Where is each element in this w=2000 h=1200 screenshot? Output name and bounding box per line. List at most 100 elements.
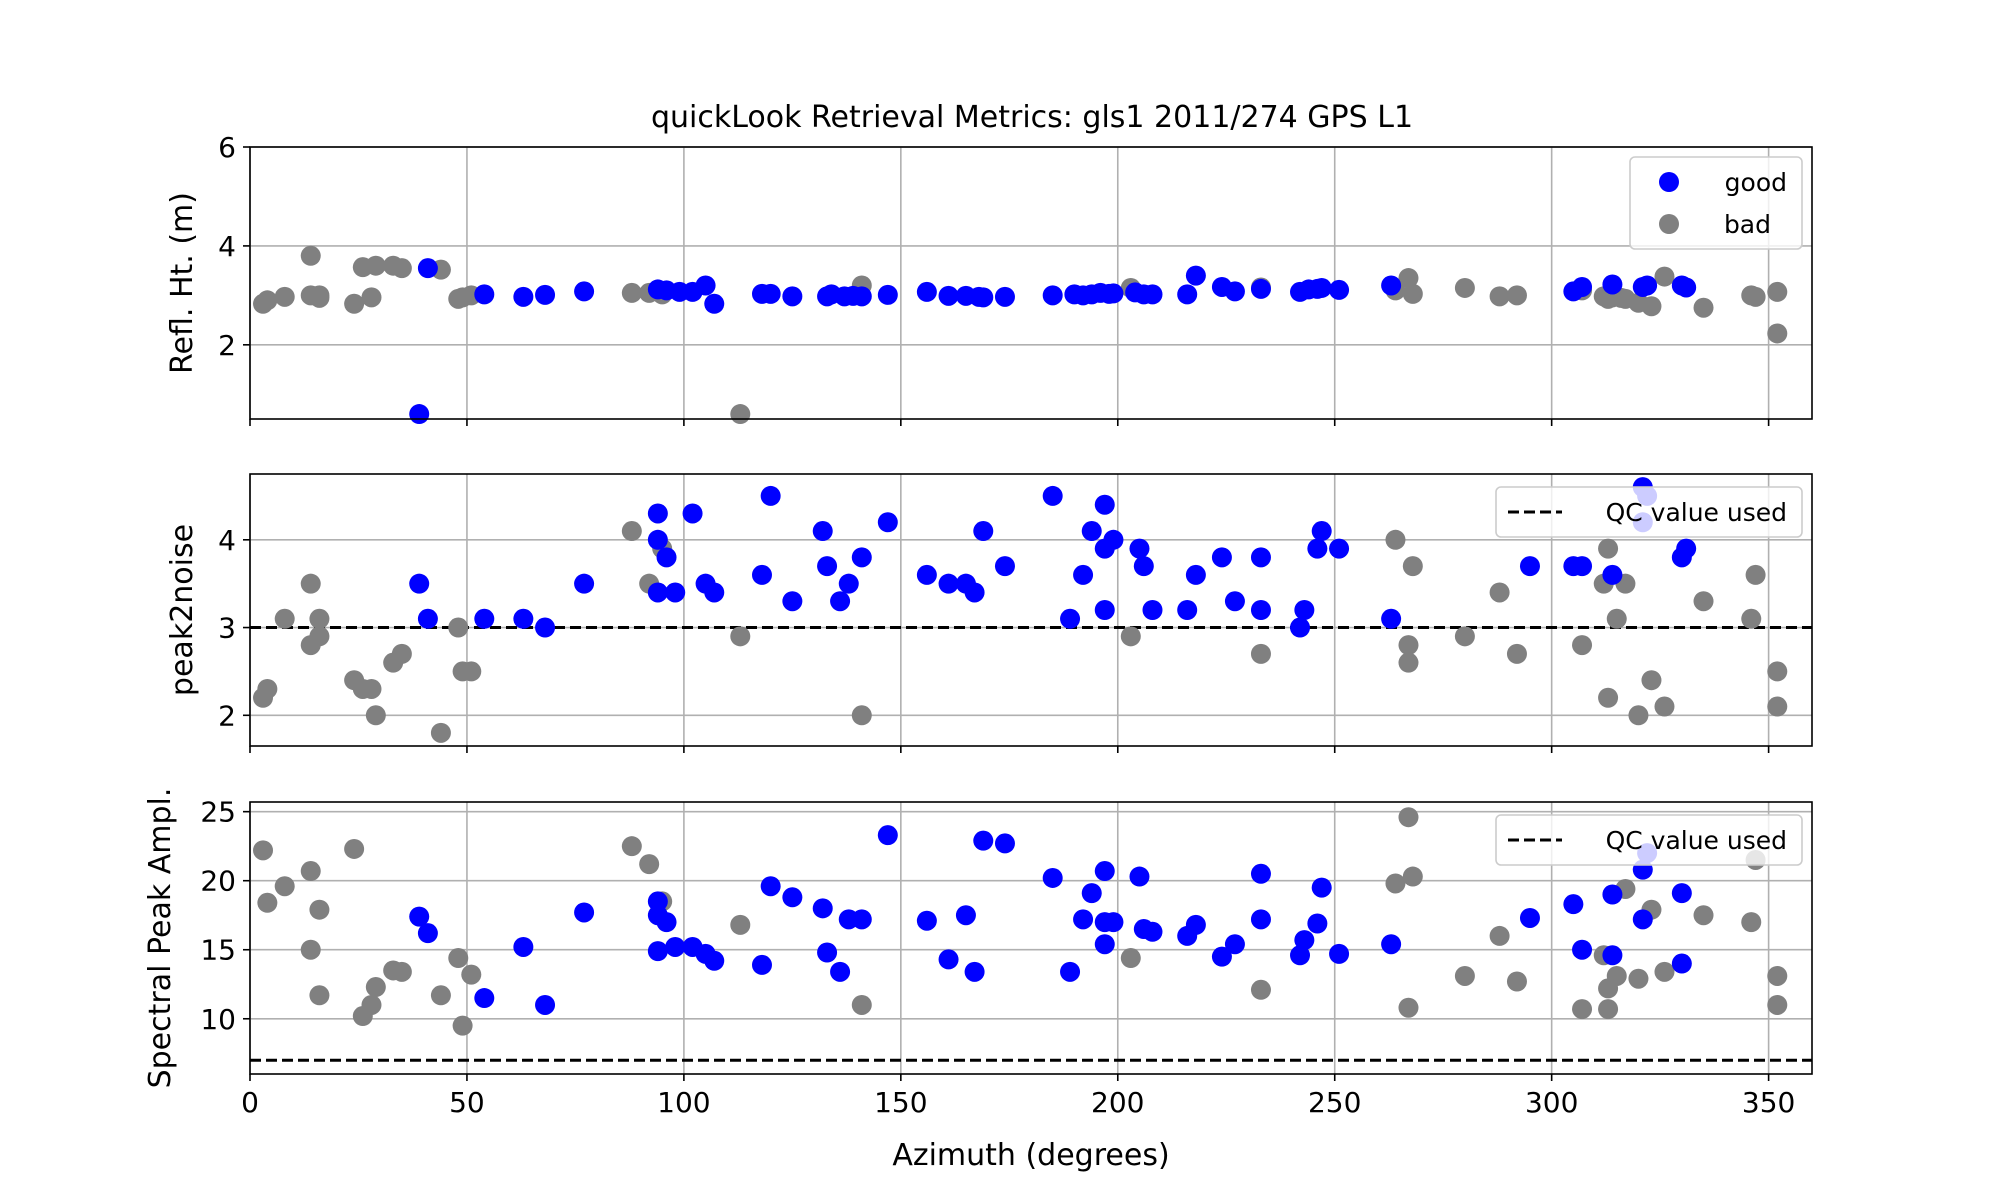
good-point bbox=[535, 284, 556, 305]
good-point bbox=[1311, 877, 1332, 898]
y-axis-label: Spectral Peak Ampl. bbox=[143, 788, 178, 1089]
y-tick-label: 2 bbox=[218, 699, 236, 732]
good-point bbox=[1602, 884, 1623, 905]
good-point bbox=[1185, 265, 1206, 286]
bad-point bbox=[274, 876, 295, 897]
good-point bbox=[973, 830, 994, 851]
bad-point bbox=[1489, 286, 1510, 307]
bad-point bbox=[391, 258, 412, 279]
good-point bbox=[938, 285, 959, 306]
good-point bbox=[665, 936, 686, 957]
x-tick-label: 0 bbox=[241, 1086, 259, 1119]
bad-point bbox=[430, 985, 451, 1006]
y-tick-label: 20 bbox=[200, 865, 236, 898]
good-point bbox=[1042, 285, 1063, 306]
bad-point bbox=[257, 290, 278, 311]
good-point bbox=[417, 608, 438, 629]
good-point bbox=[1142, 921, 1163, 942]
good-point bbox=[964, 961, 985, 982]
good-point bbox=[1103, 529, 1124, 550]
good-point bbox=[916, 564, 937, 585]
legend-qc-label: QC value used bbox=[1606, 826, 1787, 855]
good-point bbox=[647, 582, 668, 603]
good-point bbox=[1671, 883, 1692, 904]
good-point bbox=[409, 404, 430, 425]
good-point bbox=[1671, 953, 1692, 974]
good-point bbox=[1129, 538, 1150, 559]
good-point bbox=[704, 293, 725, 314]
bad-point bbox=[300, 245, 321, 266]
bad-point bbox=[1745, 286, 1766, 307]
good-point bbox=[704, 582, 725, 603]
good-point bbox=[1637, 275, 1658, 296]
good-point bbox=[1381, 608, 1402, 629]
bad-point bbox=[1745, 564, 1766, 585]
good-point bbox=[1250, 278, 1271, 299]
bad-point bbox=[300, 861, 321, 882]
y-axis-label: peak2noise bbox=[165, 524, 200, 696]
x-tick-label: 350 bbox=[1742, 1086, 1795, 1119]
bad-point bbox=[1641, 670, 1662, 691]
good-point bbox=[1094, 861, 1115, 882]
bad-point bbox=[1402, 556, 1423, 577]
bad-point bbox=[1572, 635, 1593, 656]
good-point bbox=[1381, 275, 1402, 296]
bad-point bbox=[361, 678, 382, 699]
good-point bbox=[1042, 485, 1063, 506]
bad-point bbox=[1506, 971, 1527, 992]
x-tick-label: 150 bbox=[874, 1086, 927, 1119]
y-axis-label: Refl. Ht. (m) bbox=[165, 192, 200, 374]
good-point bbox=[1142, 600, 1163, 620]
panel-peak2noise: 2 3 4 peak2noise QC value used bbox=[165, 473, 1813, 753]
x-tick-label: 50 bbox=[449, 1086, 485, 1119]
bad-point bbox=[365, 977, 386, 998]
good-point bbox=[877, 284, 898, 305]
good-point bbox=[1290, 617, 1311, 638]
good-point bbox=[417, 258, 438, 279]
chart-title: quickLook Retrieval Metrics: gls1 2011/2… bbox=[651, 100, 1413, 135]
good-point bbox=[1602, 564, 1623, 585]
panel-reflected-height: 2 4 6 Refl. Ht. (m) good bad bbox=[165, 131, 1813, 426]
bad-point bbox=[1767, 696, 1788, 717]
good-point bbox=[1676, 538, 1697, 559]
bad-point bbox=[1693, 905, 1714, 926]
bad-point bbox=[1120, 948, 1141, 969]
good-point bbox=[1519, 907, 1540, 928]
bad-point bbox=[309, 287, 330, 308]
bad-point bbox=[1606, 608, 1627, 629]
bad-point bbox=[639, 854, 660, 875]
good-point bbox=[474, 988, 495, 1009]
good-point bbox=[812, 898, 833, 919]
bad-point bbox=[1767, 661, 1788, 682]
x-tick-label: 200 bbox=[1091, 1086, 1144, 1119]
good-point bbox=[1519, 556, 1540, 577]
legend-good-label: good bbox=[1725, 168, 1787, 197]
good-point bbox=[782, 887, 803, 908]
good-point bbox=[760, 485, 781, 506]
bad-point bbox=[1250, 643, 1271, 664]
good-point bbox=[409, 573, 430, 594]
bad-point bbox=[1385, 529, 1406, 550]
bad-point bbox=[1654, 961, 1675, 982]
good-point bbox=[1042, 867, 1063, 888]
bad-point bbox=[1741, 912, 1762, 933]
good-point bbox=[1073, 909, 1094, 930]
good-point bbox=[665, 582, 686, 603]
good-point bbox=[973, 521, 994, 542]
bad-point bbox=[253, 840, 274, 861]
bad-point bbox=[1741, 608, 1762, 629]
bad-point bbox=[1598, 538, 1619, 559]
good-point bbox=[1329, 538, 1350, 559]
good-point bbox=[704, 950, 725, 971]
good-point bbox=[1250, 909, 1271, 930]
good-point bbox=[574, 281, 595, 302]
good-point bbox=[656, 912, 677, 933]
bad-point bbox=[365, 255, 386, 276]
bad-point bbox=[452, 1015, 473, 1036]
good-point bbox=[409, 906, 430, 927]
bad-point bbox=[621, 521, 642, 542]
good-point bbox=[1307, 538, 1328, 559]
bad-point bbox=[365, 705, 386, 726]
bad-point bbox=[1767, 994, 1788, 1015]
